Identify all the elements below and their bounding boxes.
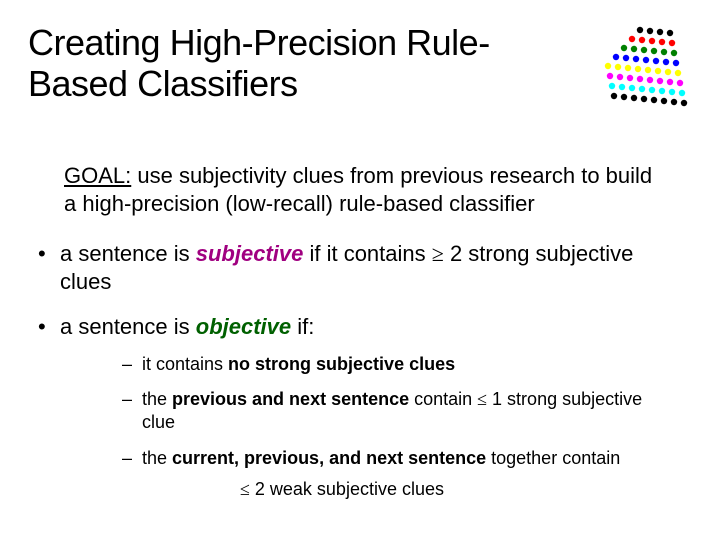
leq-symbol: ≤ <box>477 389 487 409</box>
sub-bullet-3: the current, previous, and next sentence… <box>60 447 680 470</box>
sub-bullet-1: it contains no strong subjective clues <box>60 353 680 376</box>
slide-title: Creating High-Precision Rule- Based Clas… <box>28 22 490 105</box>
goal-paragraph: GOAL: use subjectivity clues from previo… <box>64 162 660 217</box>
bullet-objective: a sentence is objective if: it contains … <box>28 313 680 501</box>
keyword-subjective: subjective <box>196 241 304 266</box>
bullet-subjective: a sentence is subjective if it contains … <box>28 240 680 295</box>
text: if: <box>291 314 314 339</box>
dot-grid-logo <box>580 18 700 118</box>
geq-symbol: ≥ <box>432 241 444 266</box>
text: it contains <box>142 354 228 374</box>
sub-bullet-3-cont: ≤ 2 weak subjective clues <box>60 478 680 501</box>
title-line-2: Based Classifiers <box>28 63 298 104</box>
bold-text: no strong subjective clues <box>228 354 455 374</box>
text: 2 weak subjective clues <box>250 479 444 499</box>
text: a sentence is <box>60 241 196 266</box>
goal-text: use subjectivity clues from previous res… <box>64 163 652 216</box>
keyword-objective: objective <box>196 314 291 339</box>
text: a sentence is <box>60 314 196 339</box>
text: contain <box>409 389 477 409</box>
bold-text: previous and next sentence <box>172 389 409 409</box>
bold-text: current, previous, and next sentence <box>172 448 486 468</box>
goal-label: GOAL: <box>64 163 131 188</box>
text: the <box>142 448 172 468</box>
leq-symbol: ≤ <box>240 479 250 499</box>
text: together contain <box>486 448 620 468</box>
bullet-list: a sentence is subjective if it contains … <box>28 240 680 519</box>
title-line-1: Creating High-Precision Rule- <box>28 22 490 63</box>
text: the <box>142 389 172 409</box>
sub-bullet-2: the previous and next sentence contain ≤… <box>60 388 680 435</box>
text: if it contains <box>303 241 431 266</box>
